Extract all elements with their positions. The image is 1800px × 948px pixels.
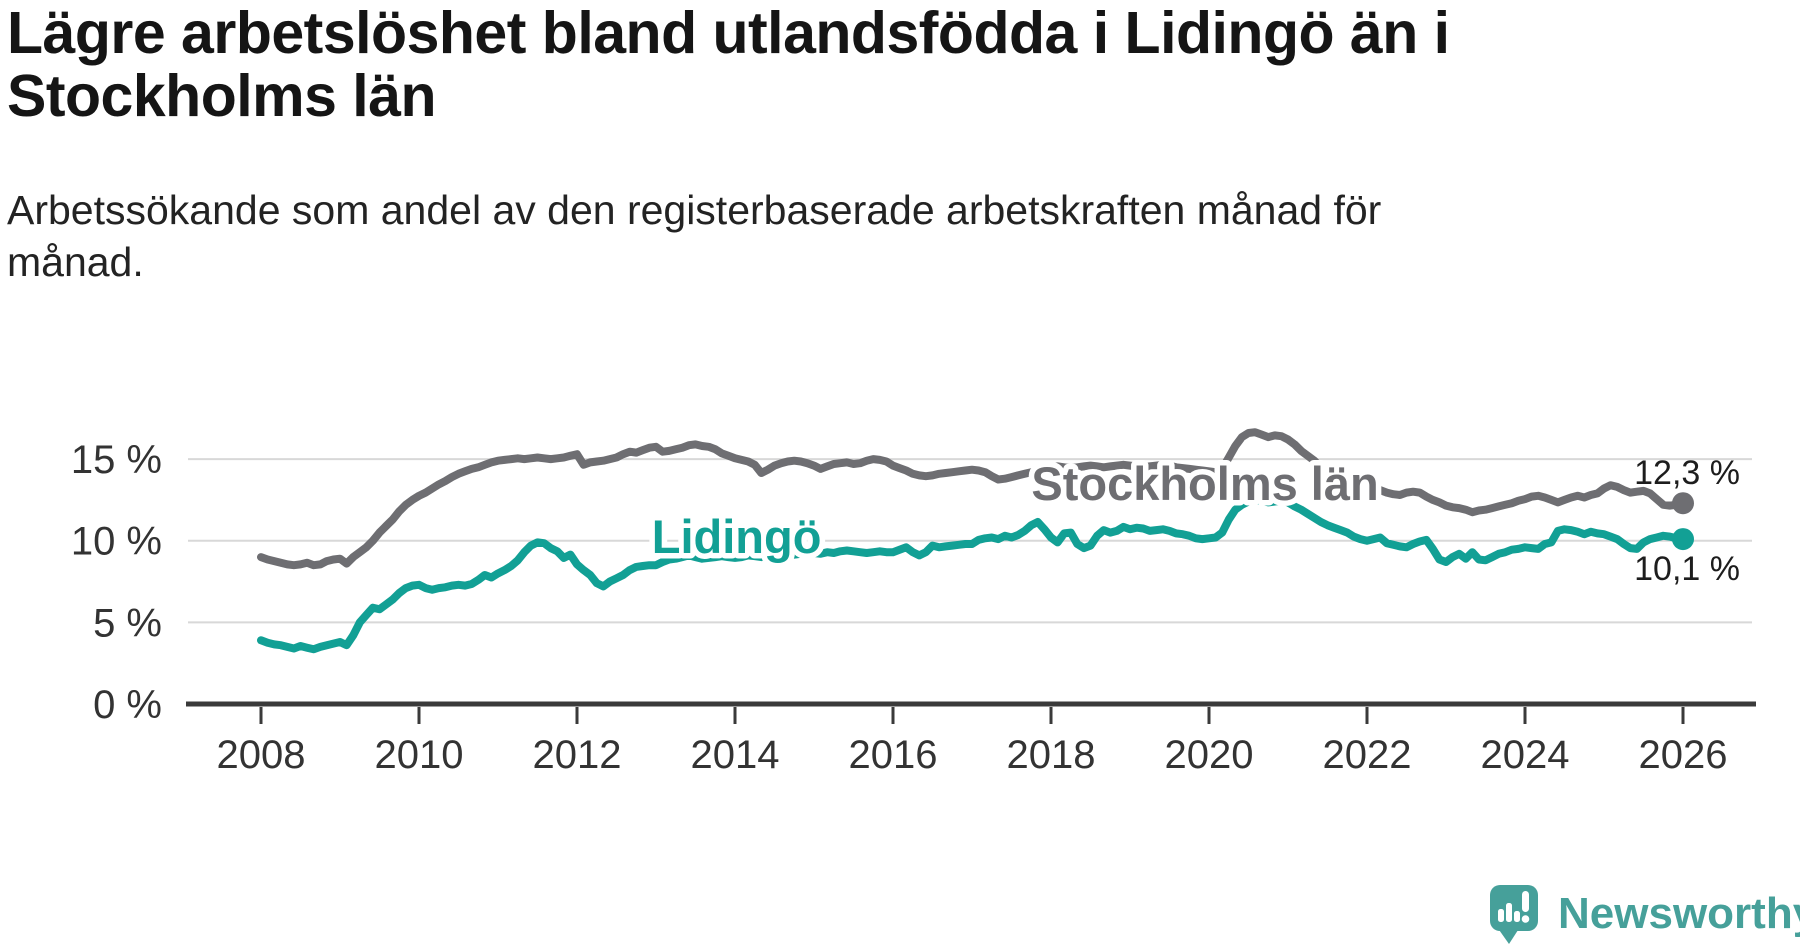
x-tick-label: 2016 (849, 733, 938, 777)
x-tick-label: 2014 (691, 733, 780, 777)
series-label-stockholms-lan: Stockholms län (1031, 457, 1378, 510)
x-tick-label: 2018 (1007, 733, 1096, 777)
series-end-dots (1672, 492, 1694, 551)
x-tick-label: 2012 (533, 733, 622, 777)
subtitle-line-1: Arbetssökande som andel av den registerb… (7, 187, 1382, 233)
y-axis-labels: 15 % 10 % 5 % 0 % (71, 438, 162, 727)
x-tick-label: 2022 (1323, 733, 1412, 777)
end-value-label-lidingo: 10,1 % (1634, 550, 1740, 588)
end-dot-lidingo (1672, 528, 1694, 551)
y-tick-label: 0 % (93, 683, 162, 727)
subtitle-line-2: månad. (7, 239, 144, 285)
series-line-lidingo (257, 495, 1687, 654)
x-tick-label: 2020 (1165, 733, 1254, 777)
series-line-stockholms-lan (257, 428, 1687, 570)
newsworthy-logo: Newsworthy (1488, 882, 1800, 946)
title-line-2: Stockholms län (7, 63, 437, 129)
y-tick-label: 10 % (71, 520, 162, 564)
x-axis-ticks (259, 707, 1685, 724)
series-lines (257, 428, 1687, 654)
y-tick-label: 5 % (93, 601, 162, 645)
title-line-1: Lägre arbetslöshet bland utlandsfödda i … (7, 0, 1450, 66)
x-tick-label: 2010 (375, 733, 464, 777)
series-label-lidingo: Lidingö (652, 510, 822, 563)
newsworthy-logo-text: Newsworthy (1558, 889, 1800, 938)
x-tick-label: 2024 (1481, 733, 1570, 777)
end-dot-stockholms-lan (1672, 492, 1694, 515)
y-tick-label: 15 % (71, 438, 162, 482)
newsworthy-logo-icon (1490, 885, 1538, 944)
chart-subtitle: Arbetssökande som andel av den registerb… (7, 184, 1381, 288)
end-value-label-stockholms-lan: 12,3 % (1634, 454, 1740, 492)
x-tick-label: 2026 (1639, 733, 1728, 777)
x-tick-label: 2008 (217, 733, 306, 777)
page-title: Lägre arbetslöshet bland utlandsfödda i … (7, 2, 1450, 128)
x-axis-labels: 2008 2010 2012 2014 2016 2018 2020 2022 2024 2026 (217, 733, 1728, 777)
